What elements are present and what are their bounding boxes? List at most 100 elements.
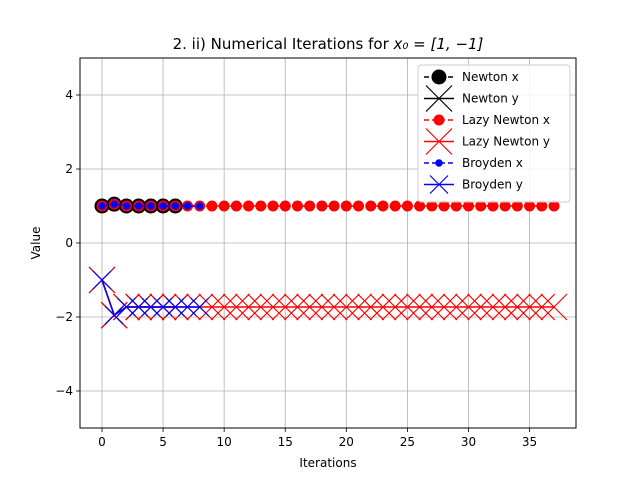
data-point bbox=[406, 293, 434, 321]
data-point bbox=[134, 202, 143, 210]
legend-box bbox=[417, 64, 571, 203]
data-point bbox=[190, 297, 210, 317]
y-tick-label: 4 bbox=[65, 88, 73, 102]
data-point bbox=[284, 293, 311, 321]
data-point bbox=[279, 200, 291, 212]
legend-marker bbox=[433, 114, 445, 126]
y-axis-label: Value bbox=[29, 227, 43, 260]
data-point bbox=[540, 293, 568, 321]
data-point bbox=[353, 200, 365, 212]
legend-label: Lazy Newton x bbox=[462, 113, 550, 127]
x-tick-label: 15 bbox=[278, 435, 293, 449]
y-tick-label: −4 bbox=[55, 384, 73, 398]
data-point bbox=[230, 200, 242, 212]
data-point bbox=[491, 293, 519, 321]
data-point bbox=[455, 293, 482, 321]
data-point bbox=[320, 293, 348, 321]
data-point bbox=[296, 293, 324, 321]
x-tick-label: 20 bbox=[339, 435, 354, 449]
data-point bbox=[304, 200, 316, 212]
legend-entry: Newton y bbox=[424, 85, 519, 112]
data-point bbox=[110, 200, 118, 208]
data-point bbox=[357, 293, 385, 321]
legend-label: Newton y bbox=[462, 92, 519, 106]
y-tick-label: −2 bbox=[55, 310, 73, 324]
data-point bbox=[218, 200, 230, 212]
y-tick-label: 2 bbox=[65, 162, 73, 176]
legend-label: Broyden y bbox=[462, 178, 523, 192]
data-point bbox=[210, 293, 238, 321]
series-line bbox=[101, 279, 555, 317]
data-point bbox=[291, 200, 303, 212]
data-point bbox=[442, 293, 470, 321]
series-broyden-y bbox=[92, 270, 210, 325]
legend-marker bbox=[425, 85, 453, 112]
x-tick-label: 0 bbox=[98, 435, 106, 449]
legend-entry: Lazy Newton y bbox=[424, 128, 550, 155]
data-point bbox=[316, 200, 328, 212]
data-point bbox=[159, 202, 167, 210]
x-tick-label: 35 bbox=[522, 435, 537, 449]
data-point bbox=[183, 202, 192, 210]
legend: Newton x Newton y Lazy Newton x Lazy Newton… bbox=[417, 64, 571, 203]
data-point bbox=[340, 200, 352, 212]
legend-marker bbox=[425, 128, 453, 155]
x-tick-label: 25 bbox=[400, 435, 415, 449]
x-tick-label: 5 bbox=[159, 435, 167, 449]
data-point bbox=[98, 202, 106, 210]
data-point bbox=[92, 270, 112, 290]
data-point bbox=[104, 305, 124, 325]
legend-label: Lazy Newton y bbox=[462, 135, 550, 149]
data-point bbox=[196, 202, 204, 210]
data-point bbox=[401, 200, 413, 212]
data-point bbox=[328, 200, 340, 212]
legend-entry: Broyden y bbox=[424, 175, 523, 194]
chart-title: 2. ii) Numerical Iterations for x₀ = [1,… bbox=[173, 35, 484, 53]
data-point bbox=[418, 293, 446, 321]
x-axis: 0 5 10 15 20 25 30 35 bbox=[98, 428, 537, 449]
y-tick-label: 0 bbox=[65, 236, 73, 250]
data-point bbox=[377, 200, 389, 212]
y-axis: −4 −2 0 2 4 bbox=[55, 88, 80, 398]
data-point bbox=[247, 293, 275, 321]
x-tick-label: 10 bbox=[217, 435, 232, 449]
data-point bbox=[381, 293, 409, 321]
data-point bbox=[345, 293, 372, 321]
data-point bbox=[393, 293, 421, 321]
legend-marker bbox=[429, 175, 449, 194]
data-point bbox=[147, 202, 155, 210]
data-point bbox=[222, 293, 250, 321]
legend-entry: Newton x bbox=[424, 69, 519, 85]
data-point bbox=[122, 202, 131, 210]
legend-label: Broyden x bbox=[462, 156, 523, 170]
data-point bbox=[198, 293, 226, 321]
legend-label: Newton x bbox=[462, 70, 519, 84]
data-point bbox=[528, 293, 556, 321]
series-lazy-newton-y bbox=[88, 266, 568, 329]
data-point bbox=[171, 202, 179, 210]
legend-marker bbox=[431, 69, 447, 85]
data-point bbox=[308, 293, 336, 321]
data-point bbox=[243, 200, 255, 212]
data-point bbox=[206, 200, 218, 212]
data-point bbox=[235, 293, 263, 321]
plot-area bbox=[88, 196, 568, 329]
data-point bbox=[255, 200, 267, 212]
legend-entry: Broyden x bbox=[424, 156, 523, 170]
data-point bbox=[479, 293, 507, 321]
data-point bbox=[467, 293, 495, 321]
series-broyden-x bbox=[98, 200, 204, 210]
data-point bbox=[430, 293, 458, 321]
x-axis-label: Iterations bbox=[299, 456, 356, 470]
data-point bbox=[503, 293, 531, 321]
data-point bbox=[332, 293, 360, 321]
data-point bbox=[516, 293, 544, 321]
data-point bbox=[369, 293, 397, 321]
data-point bbox=[271, 293, 299, 321]
data-point bbox=[389, 200, 401, 212]
legend-marker bbox=[435, 159, 443, 167]
data-point bbox=[259, 293, 287, 321]
x-tick-label: 30 bbox=[461, 435, 476, 449]
data-point bbox=[267, 200, 279, 212]
